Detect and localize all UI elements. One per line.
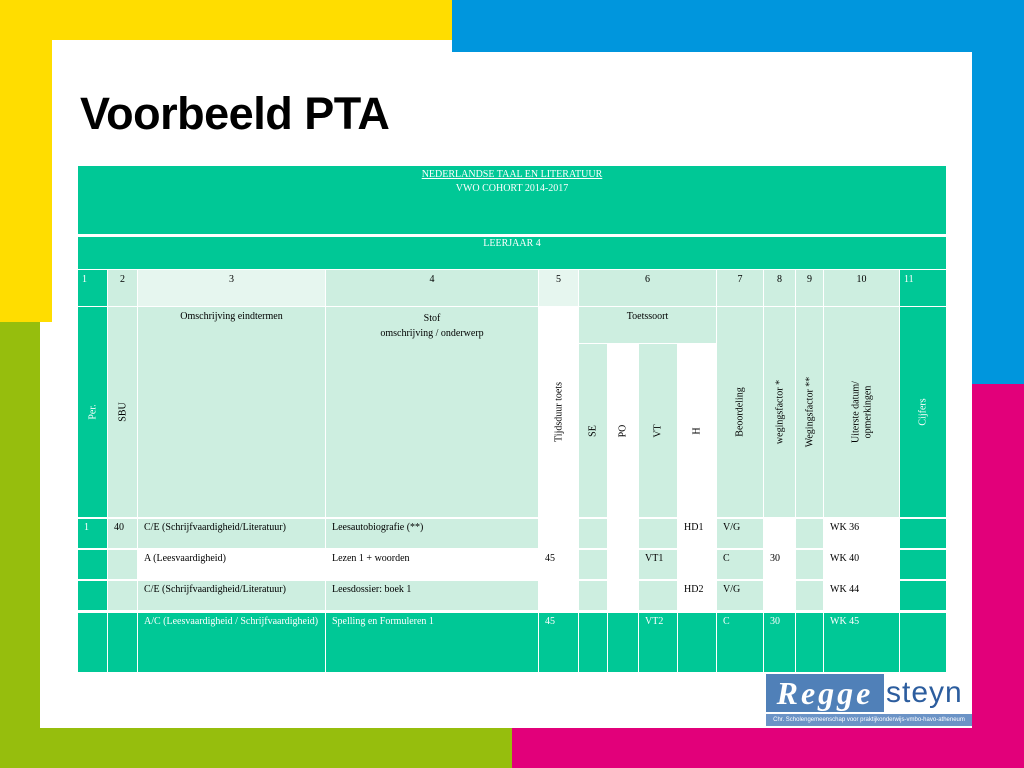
slide-title: Voorbeeld PTA — [80, 88, 390, 139]
cell-stof: Leesdossier: boek 1 — [326, 581, 538, 610]
col-vt-header: VT — [639, 344, 677, 517]
cell-tijdsduur — [539, 581, 578, 610]
cell-datum: WK 44 — [824, 581, 899, 610]
cohort-heading: VWO COHORT 2014-2017 — [455, 183, 569, 194]
cell-vt — [639, 581, 677, 610]
col-number: 5 — [539, 270, 578, 306]
col-beoordeling-header: Beoordeling — [717, 307, 763, 517]
cell-w2 — [796, 519, 823, 548]
yellow-edge-strip — [40, 40, 52, 322]
cell-stof: Leesautobiografie (**) — [326, 519, 538, 548]
cell-cijfers — [900, 613, 946, 672]
cell-cijfers — [900, 581, 946, 610]
cell-se — [579, 550, 607, 579]
cell-per — [78, 550, 107, 579]
col-stof-header: Stof omschrijving / onderwerp — [326, 307, 538, 517]
cell-datum: WK 45 — [824, 613, 899, 672]
cell-omschrijving: A (Leesvaardigheid) — [138, 550, 325, 579]
cell-tijdsduur: 45 — [539, 550, 578, 579]
blue-edge-strip — [452, 40, 972, 52]
cell-omschrijving: C/E (Schrijfvaardigheid/Literatuur) — [138, 581, 325, 610]
cell-sbu — [108, 613, 137, 672]
cell-w2 — [796, 613, 823, 672]
cell-sbu — [108, 581, 137, 610]
col-number: 7 — [717, 270, 763, 306]
logo-subtitle: Chr. Scholengemeenschap voor praktijkond… — [766, 714, 972, 726]
cell-omschrijving: A/C (Leesvaardigheid / Schrijfvaardighei… — [138, 613, 325, 672]
cell-vt: VT1 — [639, 550, 677, 579]
cell-stof: Spelling en Formuleren 1 — [326, 613, 538, 672]
cell-per — [78, 613, 107, 672]
cell-omschrijving: C/E (Schrijfvaardigheid/Literatuur) — [138, 519, 325, 548]
cell-h — [678, 613, 716, 672]
cell-per: 1 — [78, 519, 107, 548]
cell-tijdsduur — [539, 519, 578, 548]
cell-beoordeling: C — [717, 550, 763, 579]
cell-cijfers — [900, 519, 946, 548]
col-se-header: SE — [579, 344, 607, 517]
col-number: 1 — [78, 270, 107, 306]
cell-h — [678, 550, 716, 579]
col-po-header: PO — [608, 344, 638, 517]
cell-beoordeling: C — [717, 613, 763, 672]
col-number: 3 — [138, 270, 325, 306]
col-uiterste-header: Uiterste datum/opmerkingen — [824, 307, 899, 517]
cell-se — [579, 581, 607, 610]
cell-stof: Lezen 1 + woorden — [326, 550, 538, 579]
col-number: 4 — [326, 270, 538, 306]
col-sbu-header: SBU — [108, 307, 137, 517]
col-number: 8 — [764, 270, 795, 306]
year-heading: LEERJAAR 4 — [78, 237, 946, 269]
cell-cijfers — [900, 550, 946, 579]
cell-sbu — [108, 550, 137, 579]
cell-po — [608, 550, 638, 579]
cell-vt — [639, 519, 677, 548]
cell-w2 — [796, 581, 823, 610]
cell-w1 — [764, 519, 795, 548]
col-number: 9 — [796, 270, 823, 306]
cell-w1: 30 — [764, 550, 795, 579]
cell-per — [78, 581, 107, 610]
subject-heading: NEDERLANDSE TAAL EN LITERATUUR — [421, 169, 603, 180]
cell-beoordeling: V/G — [717, 581, 763, 610]
cell-tijdsduur: 45 — [539, 613, 578, 672]
logo-wordmark-part1: Regge — [766, 674, 884, 712]
col-tijdsduur-header: Tijdsduur toets — [539, 307, 578, 517]
col-number: 6 — [579, 270, 716, 306]
cell-se — [579, 613, 607, 672]
cell-po — [608, 613, 638, 672]
cell-sbu: 40 — [108, 519, 137, 548]
cell-datum: WK 40 — [824, 550, 899, 579]
col-per-header: Per. — [78, 307, 107, 517]
cell-w1 — [764, 581, 795, 610]
col-wegingsfactor1-header: wegingsfactor * — [764, 307, 795, 517]
cell-po — [608, 581, 638, 610]
col-h-header: H — [678, 344, 716, 517]
cell-se — [579, 519, 607, 548]
reggesteyn-logo: Regge steyn Chr. Scholengemeenschap voor… — [766, 672, 972, 728]
cell-vt: VT2 — [639, 613, 677, 672]
cell-po — [608, 519, 638, 548]
cell-h: HD2 — [678, 581, 716, 610]
col-wegingsfactor2-header: Wegingsfactor ** — [796, 307, 823, 517]
col-number: 10 — [824, 270, 899, 306]
table-header: NEDERLANDSE TAAL EN LITERATUUR VWO COHOR… — [78, 166, 946, 234]
cell-h: HD1 — [678, 519, 716, 548]
col-toetssoort-header: Toetssoort — [579, 307, 716, 343]
logo-wordmark-part2: steyn — [886, 676, 963, 709]
col-number: 2 — [108, 270, 137, 306]
cell-beoordeling: V/G — [717, 519, 763, 548]
cell-datum: WK 36 — [824, 519, 899, 548]
cell-w1: 30 — [764, 613, 795, 672]
cell-w2 — [796, 550, 823, 579]
col-cijfers-header: Cijfers — [900, 307, 946, 517]
col-number: 11 — [900, 270, 946, 306]
col-omschrijving-header: Omschrijving eindtermen — [138, 307, 325, 517]
